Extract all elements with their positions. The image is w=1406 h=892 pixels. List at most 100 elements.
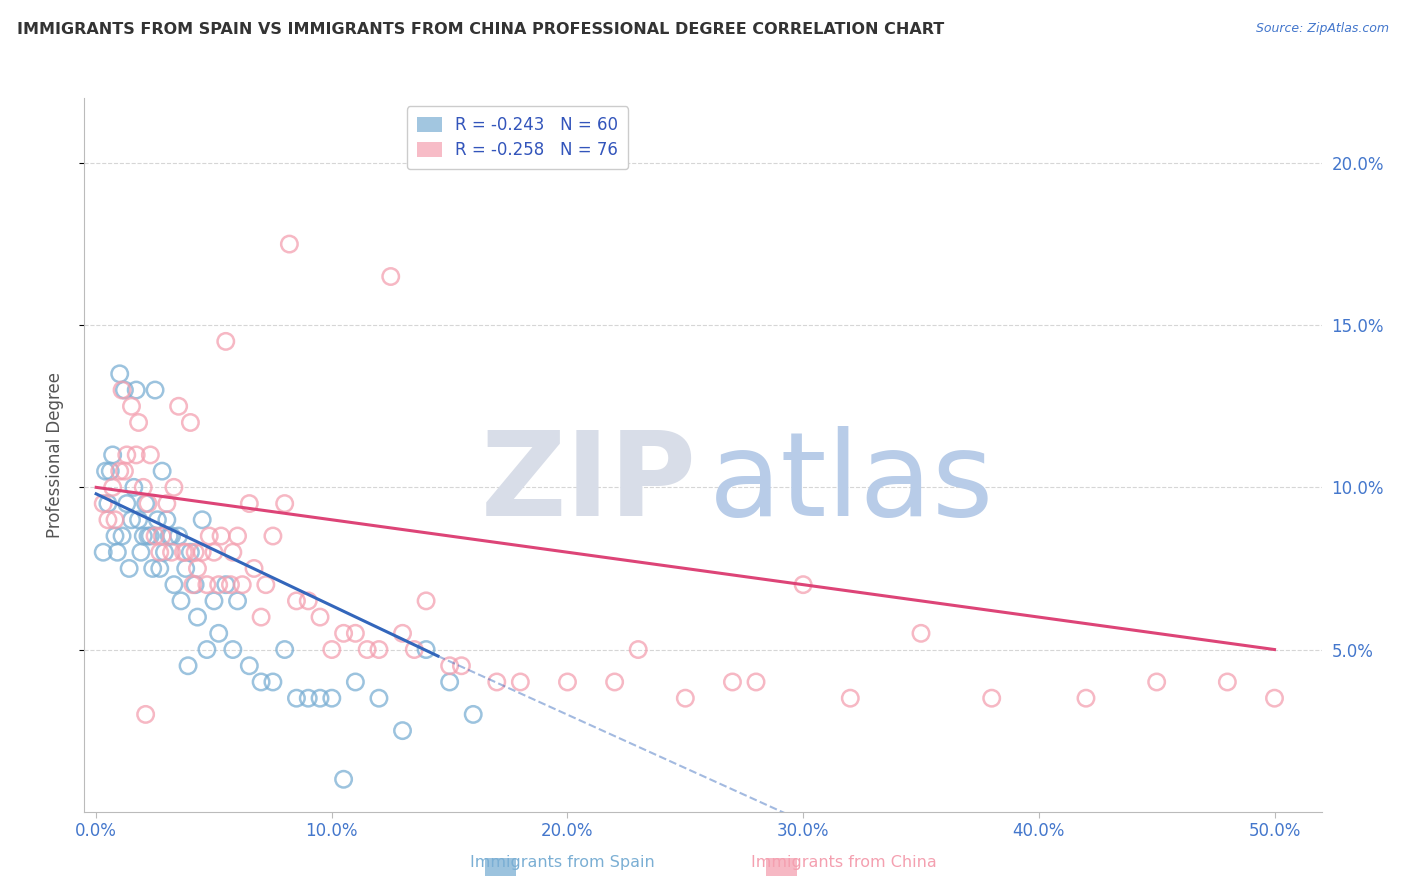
Point — [450, 658, 472, 673]
Point — [226, 529, 249, 543]
Point — [149, 545, 172, 559]
Point — [297, 594, 319, 608]
Point — [202, 545, 225, 559]
Point — [254, 577, 277, 591]
Point — [186, 610, 208, 624]
Point — [391, 723, 413, 738]
Point — [332, 772, 354, 787]
Point — [222, 642, 245, 657]
Point — [415, 594, 437, 608]
Point — [118, 561, 141, 575]
Point — [115, 497, 138, 511]
Point — [191, 545, 214, 559]
Point — [285, 691, 308, 706]
Point — [273, 642, 295, 657]
Point — [135, 707, 157, 722]
Point — [721, 675, 744, 690]
Text: Immigrants from Spain: Immigrants from Spain — [470, 855, 655, 870]
Point — [380, 269, 402, 284]
Point — [91, 545, 114, 559]
Point — [156, 497, 179, 511]
Point — [219, 577, 242, 591]
Y-axis label: Professional Degree: Professional Degree — [45, 372, 63, 538]
Point — [184, 545, 207, 559]
Point — [439, 675, 461, 690]
Point — [179, 545, 201, 559]
Point — [745, 675, 768, 690]
Point — [139, 448, 162, 462]
Point — [273, 497, 295, 511]
Point — [415, 642, 437, 657]
Point — [150, 464, 173, 478]
Point — [153, 545, 176, 559]
Point — [91, 497, 114, 511]
Point — [122, 480, 145, 494]
Point — [215, 334, 238, 349]
Text: Source: ZipAtlas.com: Source: ZipAtlas.com — [1256, 22, 1389, 36]
Point — [108, 367, 131, 381]
Point — [195, 577, 218, 591]
Point — [463, 707, 485, 722]
Point — [391, 626, 413, 640]
Point — [344, 675, 367, 690]
Point — [174, 545, 197, 559]
Point — [208, 626, 231, 640]
Point — [174, 561, 197, 575]
Point — [101, 448, 124, 462]
Point — [115, 448, 138, 462]
Point — [238, 497, 260, 511]
Point — [136, 497, 159, 511]
Point — [167, 399, 190, 413]
Point — [108, 464, 131, 478]
Point — [309, 691, 332, 706]
Point — [557, 675, 579, 690]
Point — [149, 561, 172, 575]
Point — [191, 513, 214, 527]
Point — [111, 529, 134, 543]
Point — [603, 675, 626, 690]
Point — [94, 464, 117, 478]
Point — [97, 513, 120, 527]
Text: Immigrants from China: Immigrants from China — [751, 855, 936, 870]
Point — [839, 691, 862, 706]
Point — [404, 642, 426, 657]
Point — [105, 545, 128, 559]
Point — [139, 529, 162, 543]
Point — [142, 561, 165, 575]
Point — [128, 513, 150, 527]
Point — [439, 658, 461, 673]
Point — [101, 480, 124, 494]
Point — [209, 529, 232, 543]
Point — [160, 545, 183, 559]
Point — [627, 642, 650, 657]
Point — [125, 448, 148, 462]
Point — [356, 642, 378, 657]
Point — [163, 577, 186, 591]
Point — [97, 497, 120, 511]
Point — [170, 594, 193, 608]
Text: atlas: atlas — [709, 426, 994, 541]
Point — [309, 610, 332, 624]
Point — [146, 513, 169, 527]
Point — [172, 545, 194, 559]
Point — [262, 529, 284, 543]
Point — [243, 561, 266, 575]
Point — [143, 529, 166, 543]
Point — [112, 383, 135, 397]
Point — [208, 577, 231, 591]
Point — [143, 383, 166, 397]
Point — [104, 529, 127, 543]
Point — [262, 675, 284, 690]
Point — [202, 594, 225, 608]
Point — [160, 529, 183, 543]
Point — [673, 691, 696, 706]
Point — [184, 577, 207, 591]
Point — [910, 626, 932, 640]
Point — [1074, 691, 1097, 706]
Point — [163, 480, 186, 494]
Point — [179, 416, 201, 430]
Point — [509, 675, 531, 690]
Point — [198, 529, 221, 543]
Point — [792, 577, 814, 591]
Point — [250, 675, 273, 690]
